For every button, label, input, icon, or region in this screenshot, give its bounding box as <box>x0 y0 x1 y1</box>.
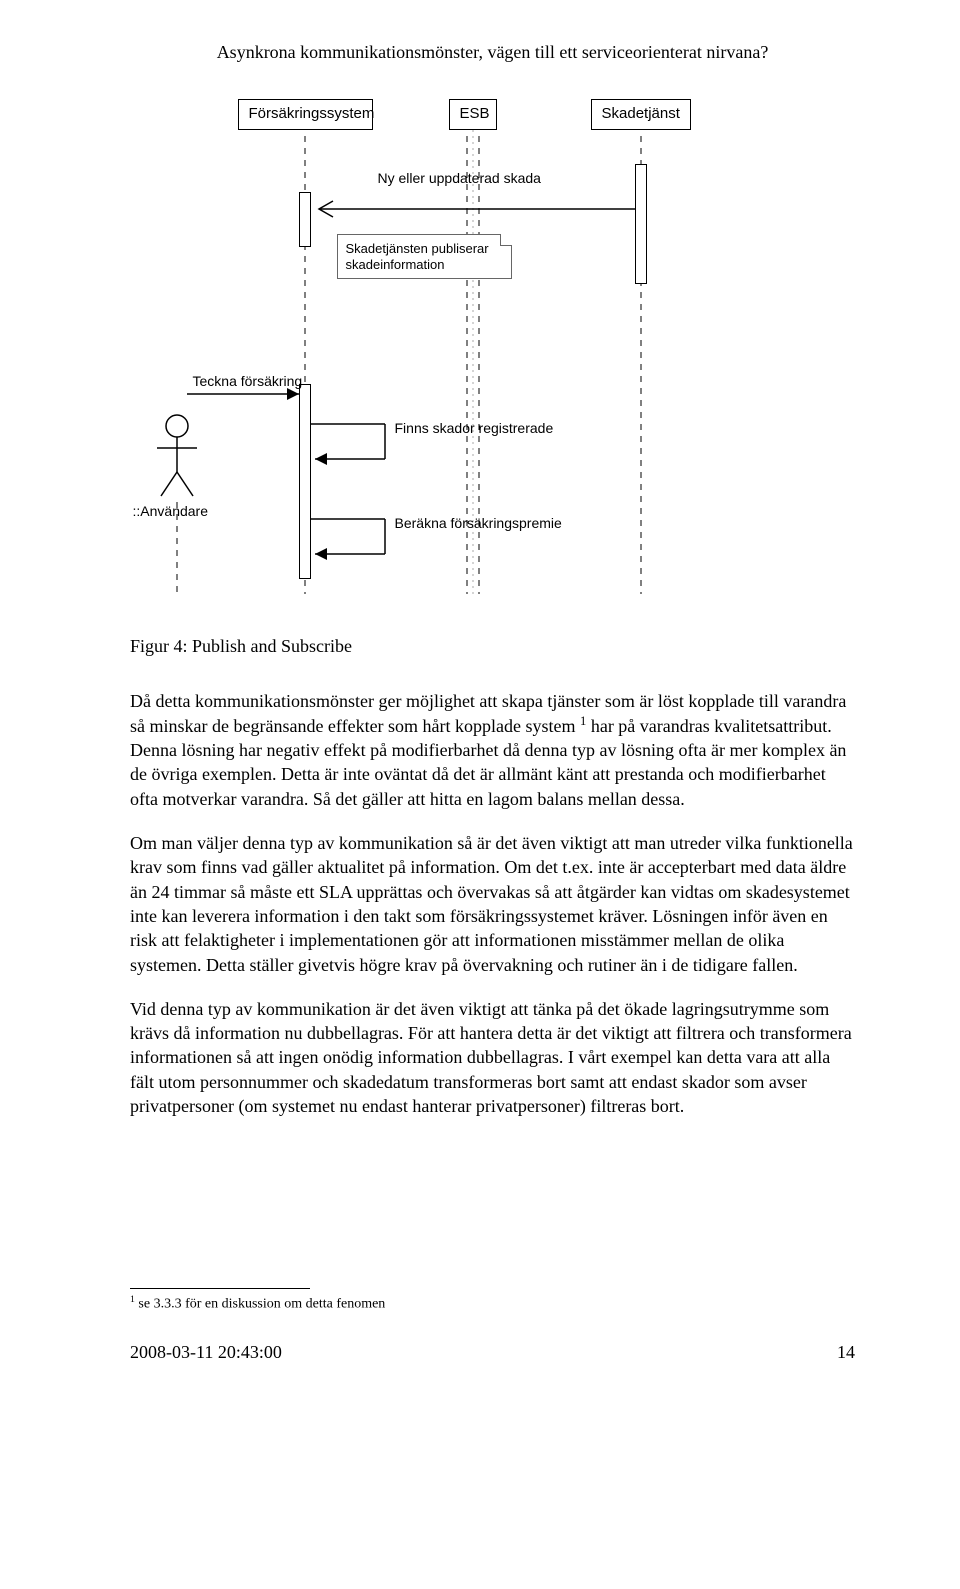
note-corner-icon <box>500 234 512 246</box>
participant-esb: ESB <box>449 99 497 129</box>
paragraph-1: Då detta kommunikationsmönster ger möjli… <box>130 689 855 811</box>
note-line2: skadeinformation <box>346 257 503 273</box>
page-footer: 2008-03-11 20:43:00 14 <box>130 1340 855 1364</box>
message-teckna-label: Teckna försäkring <box>193 372 303 391</box>
page-title: Asynkrona kommunikationsmönster, vägen t… <box>130 40 855 64</box>
note-line1: Skadetjänsten publiserar <box>346 241 503 257</box>
message-ny-skada-label: Ny eller uppdaterad skada <box>378 169 541 188</box>
message-finns-label: Finns skador registrerade <box>395 419 554 438</box>
paragraph-2: Om man väljer denna typ av kommunikation… <box>130 831 855 977</box>
figure-caption: Figur 4: Publish and Subscribe <box>130 634 855 658</box>
paragraph-3: Vid denna typ av kommunikation är det äv… <box>130 997 855 1118</box>
message-berakna-label: Beräkna försäkringspremie <box>395 514 562 533</box>
participant-skadetjänst: Skadetjänst <box>591 99 691 129</box>
footnote-1: 1 se 3.3.3 för en diskussion om detta fe… <box>130 1293 855 1315</box>
footer-date: 2008-03-11 20:43:00 <box>130 1340 282 1364</box>
activation-bar <box>299 384 311 579</box>
activation-bar <box>635 164 647 284</box>
note-publish: Skadetjänsten publiserar skadeinformatio… <box>337 234 512 279</box>
activation-bar <box>299 192 311 247</box>
footnote-text: se 3.3.3 för en diskussion om detta feno… <box>135 1297 385 1312</box>
footer-page: 14 <box>837 1340 855 1364</box>
participant-försäkringssystem: Försäkringssystem <box>238 99 373 129</box>
sequence-diagram: Försäkringssystem ESB Skadetjänst Ny ell… <box>133 94 853 614</box>
footnote-separator <box>130 1288 310 1289</box>
actor-label: ::Användare <box>133 502 209 521</box>
